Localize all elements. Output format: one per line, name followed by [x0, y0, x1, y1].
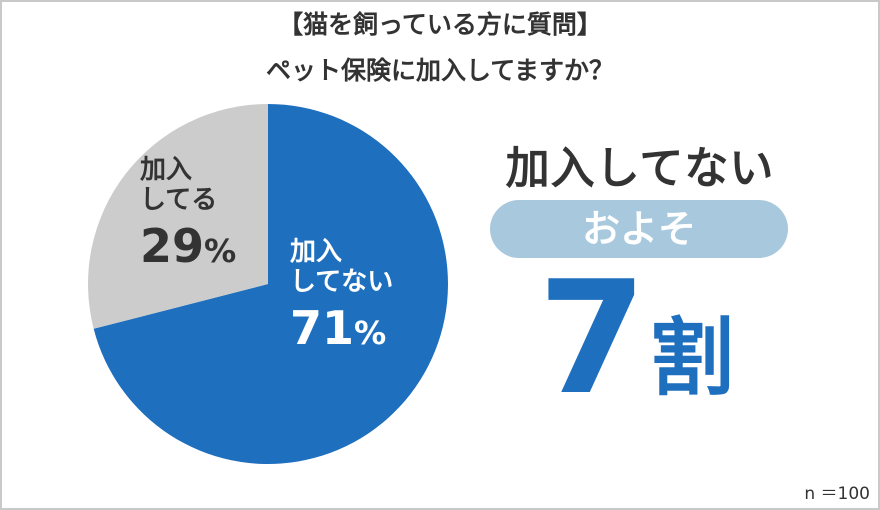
slice-percent-yes-value: 29 — [140, 218, 205, 273]
callout-pill: およそ — [490, 200, 788, 258]
slice-label-no-line1: 加入 — [290, 237, 343, 267]
chart-title-line1: 【猫を飼っている方に質問】 — [278, 10, 602, 39]
pie-slice-no — [93, 104, 449, 465]
slice-percent-no-unit: % — [354, 313, 387, 352]
pie-slices — [87, 104, 449, 465]
slice-label-yes: 加入 してる 29% — [140, 155, 237, 273]
callout-big: 7 割 — [518, 258, 768, 418]
slice-percent-yes: 29% — [140, 218, 237, 273]
callout-big-unit: 割 — [650, 309, 735, 407]
slice-percent-no-value: 71 — [290, 300, 355, 355]
slice-percent-yes-unit: % — [204, 231, 237, 270]
slice-label-no: 加入 してない 71% — [290, 237, 394, 355]
slice-label-yes-line1: 加入 — [140, 155, 193, 185]
slice-label-yes-line2: してる — [140, 184, 218, 215]
pie-slice-yes — [87, 104, 268, 329]
sample-size-note: n ＝100 — [804, 484, 870, 504]
slice-percent-no: 71% — [290, 300, 393, 355]
slice-label-no-line2: してない — [290, 266, 394, 297]
callout-headline: 加入してない — [505, 143, 775, 194]
chart-title-line2: ペット保険に加入してますか？ — [265, 56, 614, 85]
callout-big-number: 7 — [538, 247, 647, 429]
